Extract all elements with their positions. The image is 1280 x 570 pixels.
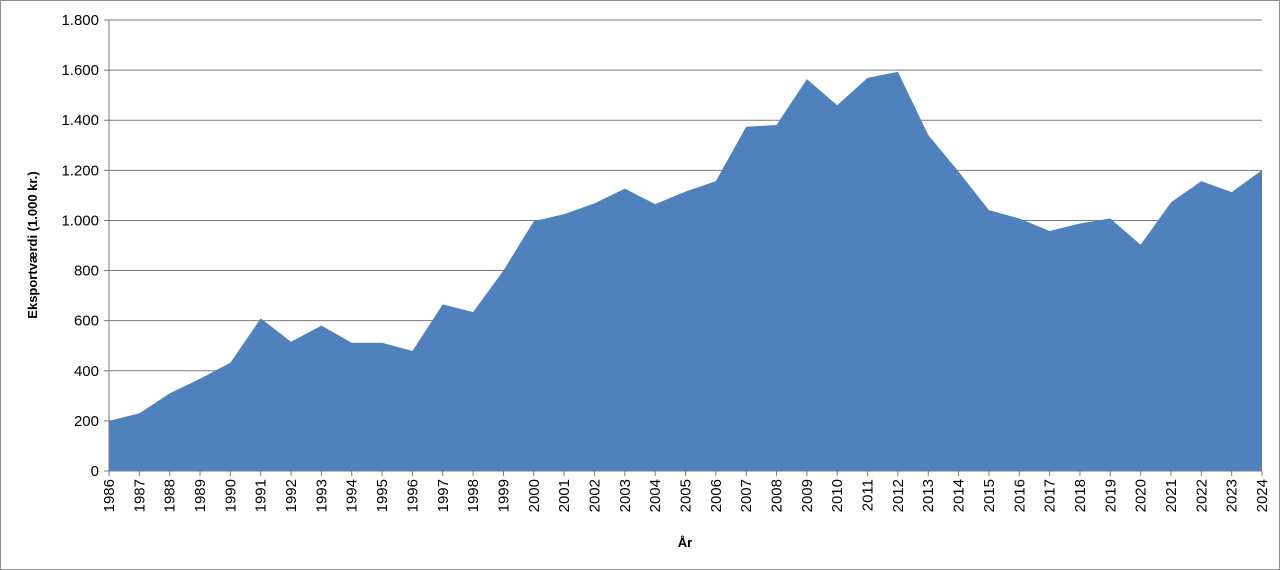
y-tick-label: 800 <box>74 263 99 280</box>
x-tick-label: 1986 <box>101 479 118 512</box>
y-tick-labels: 0 200 400 600 800 1.000 1.200 1.400 1.600 1.800 <box>61 12 99 480</box>
y-tick-label: 600 <box>74 313 99 330</box>
x-tick-label: 2013 <box>920 479 937 512</box>
x-tick-label: 2007 <box>738 479 755 512</box>
x-tick-label: 1996 <box>404 479 421 512</box>
x-tick-label: 2006 <box>708 479 725 512</box>
x-tick-label: 2022 <box>1193 479 1210 512</box>
y-tick-label: 1.400 <box>61 112 99 129</box>
x-tick-label: 1990 <box>222 479 239 512</box>
x-tick-label: 1993 <box>313 479 330 512</box>
x-tick-label: 1988 <box>162 479 179 512</box>
axes <box>108 20 1263 476</box>
x-tick-label: 2021 <box>1163 479 1180 512</box>
x-tick-label: 2005 <box>678 479 695 512</box>
x-tick-label: 2019 <box>1102 479 1119 512</box>
y-tick-label: 200 <box>74 413 99 430</box>
x-tick-labels: 1986 1987 1988 1989 1990 1991 1992 1993 1994 1995… <box>101 479 1271 512</box>
x-tick-label: 2014 <box>951 479 968 512</box>
y-tick-label: 1.800 <box>61 12 99 29</box>
x-tick-label: 2009 <box>799 479 816 512</box>
x-tick-label: 1997 <box>435 479 452 512</box>
x-tick-label: 1989 <box>192 479 209 512</box>
x-tick-label: 1991 <box>253 479 270 512</box>
x-tick-label: 2010 <box>829 479 846 512</box>
x-tick-label: 1987 <box>131 479 148 512</box>
y-axis-label: Eksportværdi (1.000 kr.) <box>25 171 40 318</box>
x-tick-label: 2012 <box>890 479 907 512</box>
x-tick-label: 2015 <box>981 479 998 512</box>
x-tick-label: 2018 <box>1072 479 1089 512</box>
x-tick-label: 2004 <box>647 479 664 512</box>
x-tick-label: 2003 <box>617 479 634 512</box>
x-tick-label: 2008 <box>769 479 786 512</box>
x-tick-label: 2000 <box>526 479 543 512</box>
x-tick-label: 2024 <box>1254 479 1271 512</box>
x-tick-label: 1994 <box>344 479 361 512</box>
x-tick-label: 2002 <box>586 479 603 512</box>
area-series <box>109 71 1262 472</box>
x-tick-label: 2001 <box>556 479 573 512</box>
x-axis-label: År <box>678 535 692 550</box>
x-tick-label: 2020 <box>1133 479 1150 512</box>
x-tick-label: 1999 <box>495 479 512 512</box>
x-tick-label: 1998 <box>465 479 482 512</box>
x-tick-label: 2011 <box>860 479 877 511</box>
y-tick-label: 1.200 <box>61 162 99 179</box>
y-tick-label: 1.000 <box>61 212 99 229</box>
x-tick-label: 1995 <box>374 479 391 512</box>
x-tick-label: 2016 <box>1011 479 1028 512</box>
y-tick-label: 400 <box>74 363 99 380</box>
y-tick-label: 0 <box>91 463 99 480</box>
y-tick-label: 1.600 <box>61 62 99 79</box>
x-tick-label: 1992 <box>283 479 300 512</box>
x-tick-label: 2023 <box>1224 479 1241 512</box>
x-tick-label: 2017 <box>1042 479 1059 512</box>
